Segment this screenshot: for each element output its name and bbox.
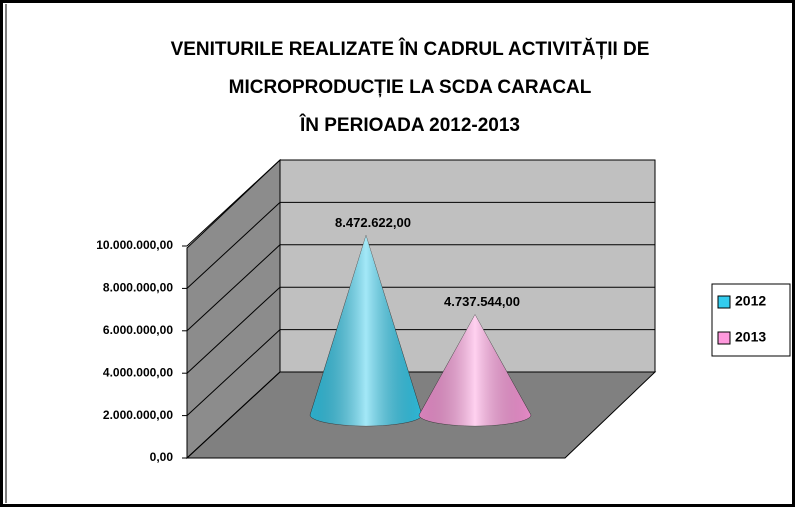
chart-title: VENITURILE REALIZATE ÎN CADRUL ACTIVITĂȚ… bbox=[171, 38, 650, 60]
legend-swatch bbox=[717, 331, 731, 345]
y-tick-label: 0,00 bbox=[150, 450, 174, 464]
grid-line bbox=[186, 371, 281, 459]
grid-line bbox=[186, 244, 281, 332]
y-tick-label: 6.000.000,00 bbox=[103, 323, 173, 337]
chart-title: MICROPRODUCȚIE LA SCDA CARACAL bbox=[229, 77, 592, 98]
legend-swatch bbox=[717, 295, 731, 309]
cone-highlight bbox=[419, 314, 531, 426]
legend-label: 2013 bbox=[735, 329, 766, 345]
value-label: 8.472.622,00 bbox=[335, 215, 411, 230]
grid-line bbox=[186, 329, 281, 416]
cone-highlight bbox=[310, 235, 422, 426]
legend-label: 2012 bbox=[735, 293, 766, 309]
grid-line bbox=[186, 159, 281, 247]
value-label: 4.737.544,00 bbox=[444, 294, 520, 309]
y-tick-label: 4.000.000,00 bbox=[103, 365, 173, 379]
chart-title: ÎN PERIOADA 2012-2013 bbox=[299, 114, 520, 136]
y-tick-label: 10.000.000,00 bbox=[96, 238, 173, 252]
grid-line bbox=[186, 202, 281, 289]
grid-line bbox=[186, 286, 281, 374]
y-tick-label: 2.000.000,00 bbox=[103, 408, 173, 422]
y-tick-label: 8.000.000,00 bbox=[103, 281, 173, 295]
